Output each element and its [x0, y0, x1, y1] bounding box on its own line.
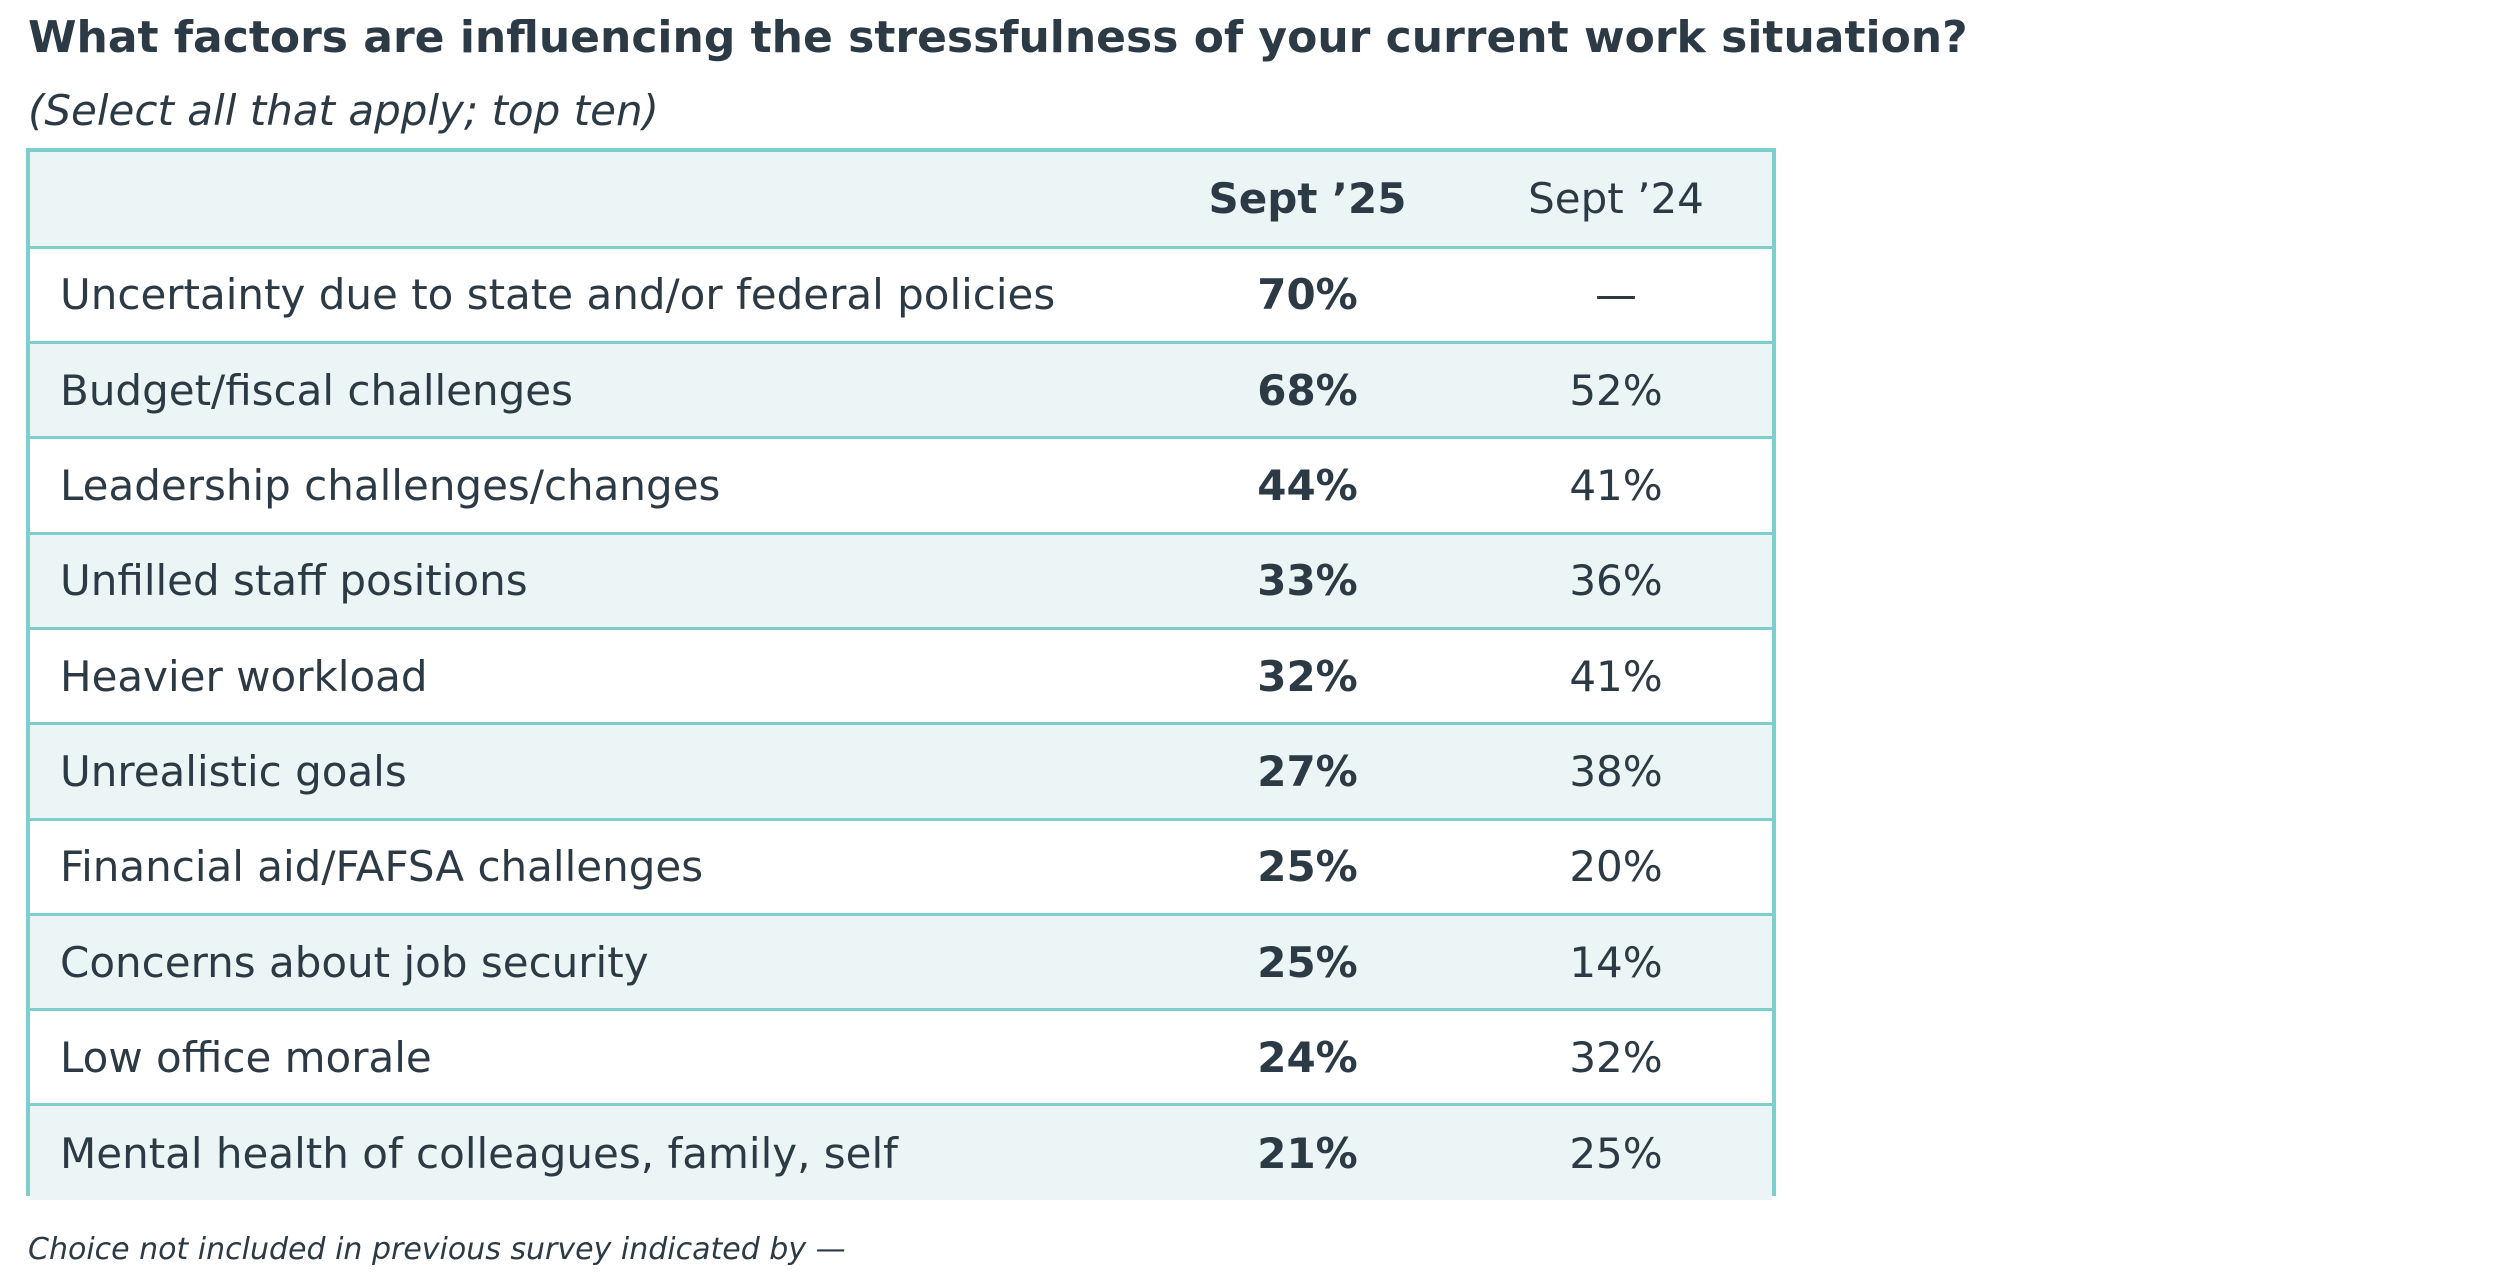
table-row: Concerns about job security 25% 14% [30, 912, 1772, 1010]
chart-subtitle: (Select all that apply; top ten) [28, 86, 659, 135]
row-value-sept25: 33% [1155, 531, 1460, 629]
row-value-sept24: 32% [1460, 1008, 1772, 1105]
row-label: Budget/fiscal challenges [30, 341, 1155, 438]
header-row: Sept ’25 Sept ’24 [30, 152, 1772, 248]
row-value-sept24: 25% [1460, 1103, 1772, 1201]
row-label: Financial aid/FAFSA challenges [30, 817, 1155, 915]
row-label: Leadership challenges/changes [30, 436, 1155, 534]
table-row: Financial aid/FAFSA challenges 25% 20% [30, 817, 1772, 915]
chart-title: What factors are influencing the stressf… [28, 12, 1968, 63]
row-value-sept24: 52% [1460, 341, 1772, 438]
table-row: Mental health of colleagues, family, sel… [30, 1103, 1772, 1201]
data-table: Sept ’25 Sept ’24 Uncertainty due to sta… [26, 148, 1776, 1201]
row-value-sept25: 25% [1155, 817, 1460, 915]
header-label-cell [30, 152, 1155, 248]
header-sept25: Sept ’25 [1155, 152, 1460, 248]
table-row: Unrealistic goals 27% 38% [30, 722, 1772, 820]
footnote: Choice not included in previous survey i… [28, 1232, 846, 1267]
row-label: Unfilled staff positions [30, 531, 1155, 629]
row-value-sept24: 20% [1460, 817, 1772, 915]
table-row: Uncertainty due to state and/or federal … [30, 245, 1772, 343]
table-row: Heavier workload 32% 41% [30, 626, 1772, 724]
row-value-sept24: 38% [1460, 722, 1772, 820]
table-row: Unfilled staff positions 33% 36% [30, 531, 1772, 629]
row-value-sept25: 25% [1155, 912, 1460, 1010]
row-value-sept25: 70% [1155, 245, 1460, 343]
row-value-sept24: 41% [1460, 436, 1772, 534]
row-label: Uncertainty due to state and/or federal … [30, 245, 1155, 343]
row-value-sept25: 21% [1155, 1103, 1460, 1201]
row-label: Mental health of colleagues, family, sel… [30, 1103, 1155, 1201]
row-value-sept25: 32% [1155, 626, 1460, 724]
row-label: Concerns about job security [30, 912, 1155, 1010]
row-label: Heavier workload [30, 626, 1155, 724]
row-label: Unrealistic goals [30, 722, 1155, 820]
row-value-sept25: 27% [1155, 722, 1460, 820]
factors-table: Sept ’25 Sept ’24 Uncertainty due to sta… [30, 152, 1772, 1201]
table-row: Leadership challenges/changes 44% 41% [30, 436, 1772, 534]
row-value-sept24: 41% [1460, 626, 1772, 724]
row-value-sept25: 24% [1155, 1008, 1460, 1105]
row-value-sept25: 44% [1155, 436, 1460, 534]
table-row: Budget/fiscal challenges 68% 52% [30, 341, 1772, 438]
row-value-sept24: 14% [1460, 912, 1772, 1010]
row-label: Low office morale [30, 1008, 1155, 1105]
row-value-sept24: — [1460, 245, 1772, 343]
row-value-sept25: 68% [1155, 341, 1460, 438]
table-row: Low office morale 24% 32% [30, 1008, 1772, 1105]
row-value-sept24: 36% [1460, 531, 1772, 629]
header-sept24: Sept ’24 [1460, 152, 1772, 248]
